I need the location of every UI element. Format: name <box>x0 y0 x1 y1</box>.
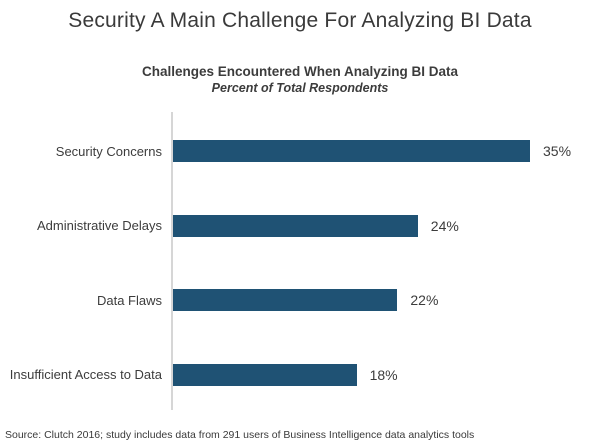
bar <box>173 214 418 237</box>
value-label: 35% <box>543 143 572 160</box>
value-label: 18% <box>369 366 398 383</box>
y-axis-line <box>171 112 173 410</box>
bar <box>173 140 530 163</box>
plot-area: Security Concerns 35% Administrative Del… <box>0 112 600 410</box>
bar-track: 24% <box>173 214 530 237</box>
bar <box>173 289 398 312</box>
bar-row: Security Concerns 35% <box>0 114 600 189</box>
category-label: Security Concerns <box>55 143 162 159</box>
bar-track: 22% <box>173 289 530 312</box>
bar <box>173 363 357 386</box>
chart-subtitle-note: Percent of Total Respondents <box>211 81 389 95</box>
bar-row: Data Flaws 22% <box>0 263 600 338</box>
chart-title: Security A Main Challenge For Analyzing … <box>68 9 532 32</box>
category-label: Administrative Delays <box>37 218 162 234</box>
bar-row: Administrative Delays 24% <box>0 189 600 264</box>
category-label: Insufficient Access to Data <box>9 367 162 383</box>
value-label: 22% <box>410 292 439 309</box>
bar-track: 35% <box>173 140 571 163</box>
category-label: Data Flaws <box>96 292 162 308</box>
bar-rows: Security Concerns 35% Administrative Del… <box>0 114 600 412</box>
bar-track: 18% <box>173 363 530 386</box>
source-note: Source: Clutch 2016; study includes data… <box>5 429 475 441</box>
value-label: 24% <box>430 217 459 234</box>
bar-row: Insufficient Access to Data 18% <box>0 338 600 413</box>
chart-subtitle: Challenges Encountered When Analyzing BI… <box>141 64 459 79</box>
